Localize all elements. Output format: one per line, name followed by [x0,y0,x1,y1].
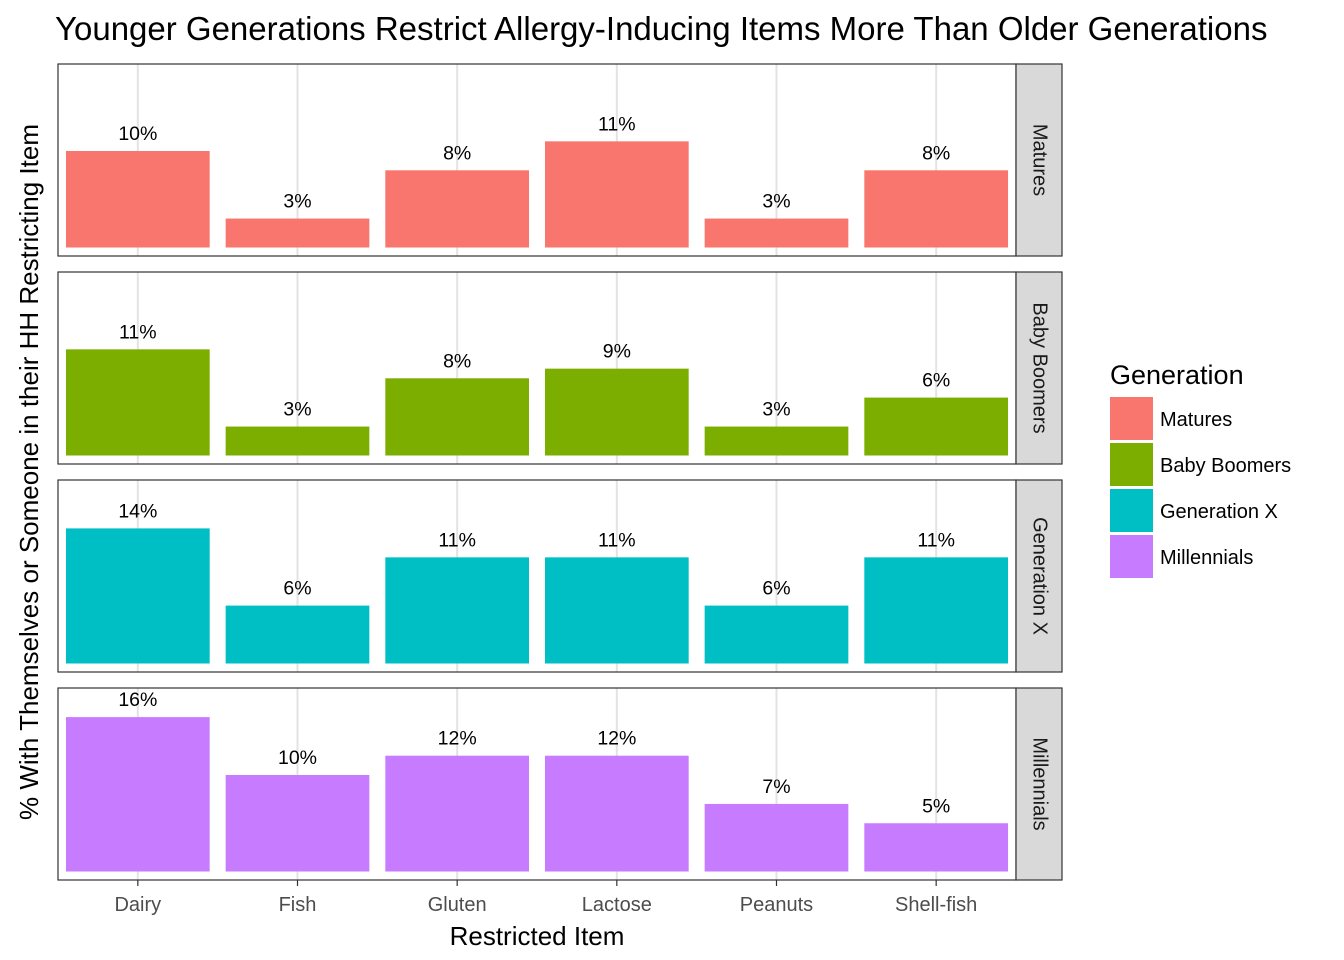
bar [385,378,530,456]
legend-swatch [1110,489,1153,532]
data-label: 5% [922,795,950,817]
x-tick-label: Peanuts [740,894,813,916]
data-label: 6% [762,578,790,600]
legend-swatch [1110,397,1153,440]
data-label: 11% [598,113,636,135]
x-axis-title: Restricted Item [450,921,625,951]
bar [65,528,210,664]
panel-background [58,688,1016,880]
legend-label: Generation X [1160,501,1278,523]
data-label: 10% [118,123,157,145]
x-tick-label: Lactose [582,894,652,916]
x-tick-label: Fish [279,894,317,916]
panel-background [58,272,1016,464]
data-label: 3% [762,399,790,421]
facet-panels: 10% 3% 8% 11% 3% 8% Matures 11% 3% 8% 9% 3% 6% Baby B… [57,63,1063,881]
data-label: 11% [598,529,636,551]
bar [385,557,530,664]
data-label: 14% [118,500,157,522]
legend-label: Matures [1160,409,1232,431]
bar [385,755,530,872]
legend-swatch [1110,535,1153,578]
bar [544,141,689,248]
bar [704,803,849,872]
x-tick-label: Shell-fish [895,894,977,916]
facet-panel: 10% 3% 8% 11% 3% 8% Matures [57,63,1063,257]
bar [544,368,689,456]
legend: Generation Matures Baby Boomers Generation… [1110,360,1291,578]
data-label: 11% [438,529,476,551]
y-axis-title: % With Themselves or Someone in their HH… [14,124,44,820]
data-label: 10% [278,747,317,769]
x-tick-label: Gluten [428,894,487,916]
data-label: 8% [922,142,950,164]
facet-panel: 11% 3% 8% 9% 3% 6% Baby Boomers [57,271,1063,465]
bar [864,823,1009,872]
x-tick-label: Dairy [114,894,161,916]
data-label: 12% [438,728,477,750]
bar [704,218,849,248]
facet-strip [1015,687,1063,881]
data-label: 3% [283,399,311,421]
data-label: 11% [917,529,955,551]
legend-label: Baby Boomers [1160,455,1291,477]
data-label: 3% [762,191,790,213]
panel-background [58,480,1016,672]
legend-swatch [1110,443,1153,486]
bar [225,218,370,248]
bar [65,349,210,456]
bar [544,557,689,664]
data-label: 7% [762,776,790,798]
data-label: 16% [118,689,157,711]
legend-title: Generation [1110,360,1244,390]
facet-strip [1015,271,1063,465]
bar [704,426,849,456]
facet-strip-label: Baby Boomers [1029,302,1051,433]
facet-strip-label: Matures [1029,124,1051,196]
facet-strip-label: Millennials [1029,737,1051,830]
facet-strip-label: Generation X [1029,517,1051,635]
bar [65,717,210,872]
bar [225,775,370,872]
data-label: 11% [119,321,157,343]
bar [65,151,210,248]
facet-panel: 14% 6% 11% 11% 6% 11% Generation X [57,479,1063,673]
bar [544,755,689,872]
data-label: 8% [443,142,471,164]
data-label: 6% [922,370,950,392]
bar [385,170,530,248]
bar [864,170,1009,248]
bar [864,397,1009,456]
bar [864,557,1009,664]
data-label: 12% [597,728,636,750]
data-label: 9% [603,341,631,363]
data-label: 8% [443,350,471,372]
bar [225,426,370,456]
data-label: 3% [283,191,311,213]
bar [225,605,370,664]
data-label: 6% [283,578,311,600]
panel-background [58,64,1016,256]
bar [704,605,849,664]
facet-strip [1015,63,1063,257]
chart-title: Younger Generations Restrict Allergy-Ind… [55,10,1267,47]
x-axis-tick-labels: Dairy Fish Gluten Lactose Peanuts Shell-fish [114,880,977,916]
facet-strip [1015,479,1063,673]
legend-items: Matures Baby Boomers Generation X Millennia… [1110,397,1291,578]
legend-label: Millennials [1160,547,1253,569]
facet-panel: 16% 10% 12% 12% 7% 5% Millennials [57,687,1063,881]
